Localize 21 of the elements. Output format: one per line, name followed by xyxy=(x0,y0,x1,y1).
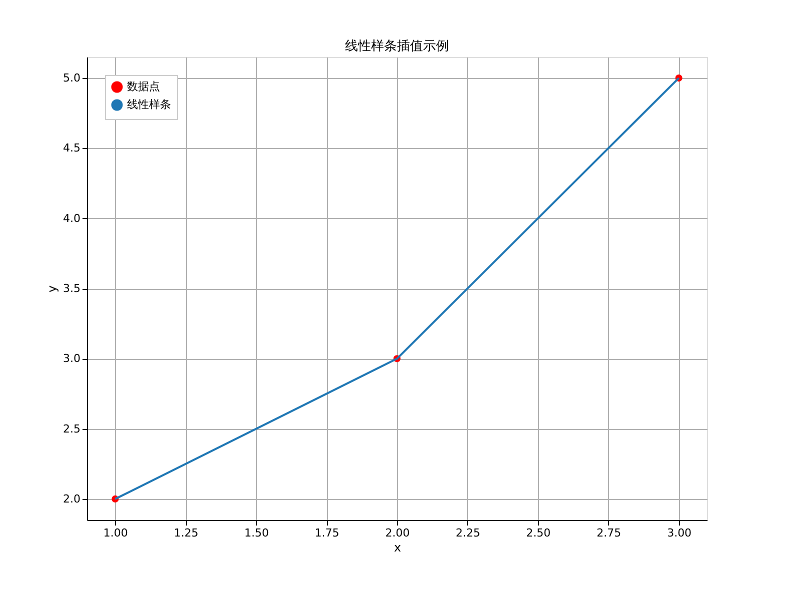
x-tick-label: 1.25 xyxy=(174,526,198,540)
x-tick-label: 2.00 xyxy=(385,526,410,540)
x-tick-label: 3.00 xyxy=(667,526,692,540)
y-tick-label: 2.5 xyxy=(63,422,80,436)
x-tick-label: 2.50 xyxy=(526,526,551,540)
x-tick-label: 2.25 xyxy=(456,526,480,540)
legend-label: 数据点 xyxy=(127,80,160,93)
y-axis-title: y xyxy=(45,285,60,293)
y-tick-label: 5.0 xyxy=(63,72,80,85)
chart-title: 线性样条插值示例 xyxy=(345,39,449,54)
y-tick-label: 4.0 xyxy=(63,212,80,225)
y-tick-label: 2.0 xyxy=(63,492,80,506)
legend-label: 线性样条 xyxy=(127,98,171,111)
x-tick-label: 2.75 xyxy=(596,526,622,540)
y-tick-label: 3.0 xyxy=(63,352,80,366)
x-axis-title: x xyxy=(394,540,402,554)
y-tick-label: 4.5 xyxy=(63,142,80,155)
y-tick-label: 3.5 xyxy=(63,282,80,295)
x-tick-label: 1.00 xyxy=(103,526,128,540)
x-tick-label: 1.75 xyxy=(314,526,340,540)
x-tick-label: 1.50 xyxy=(244,526,269,540)
